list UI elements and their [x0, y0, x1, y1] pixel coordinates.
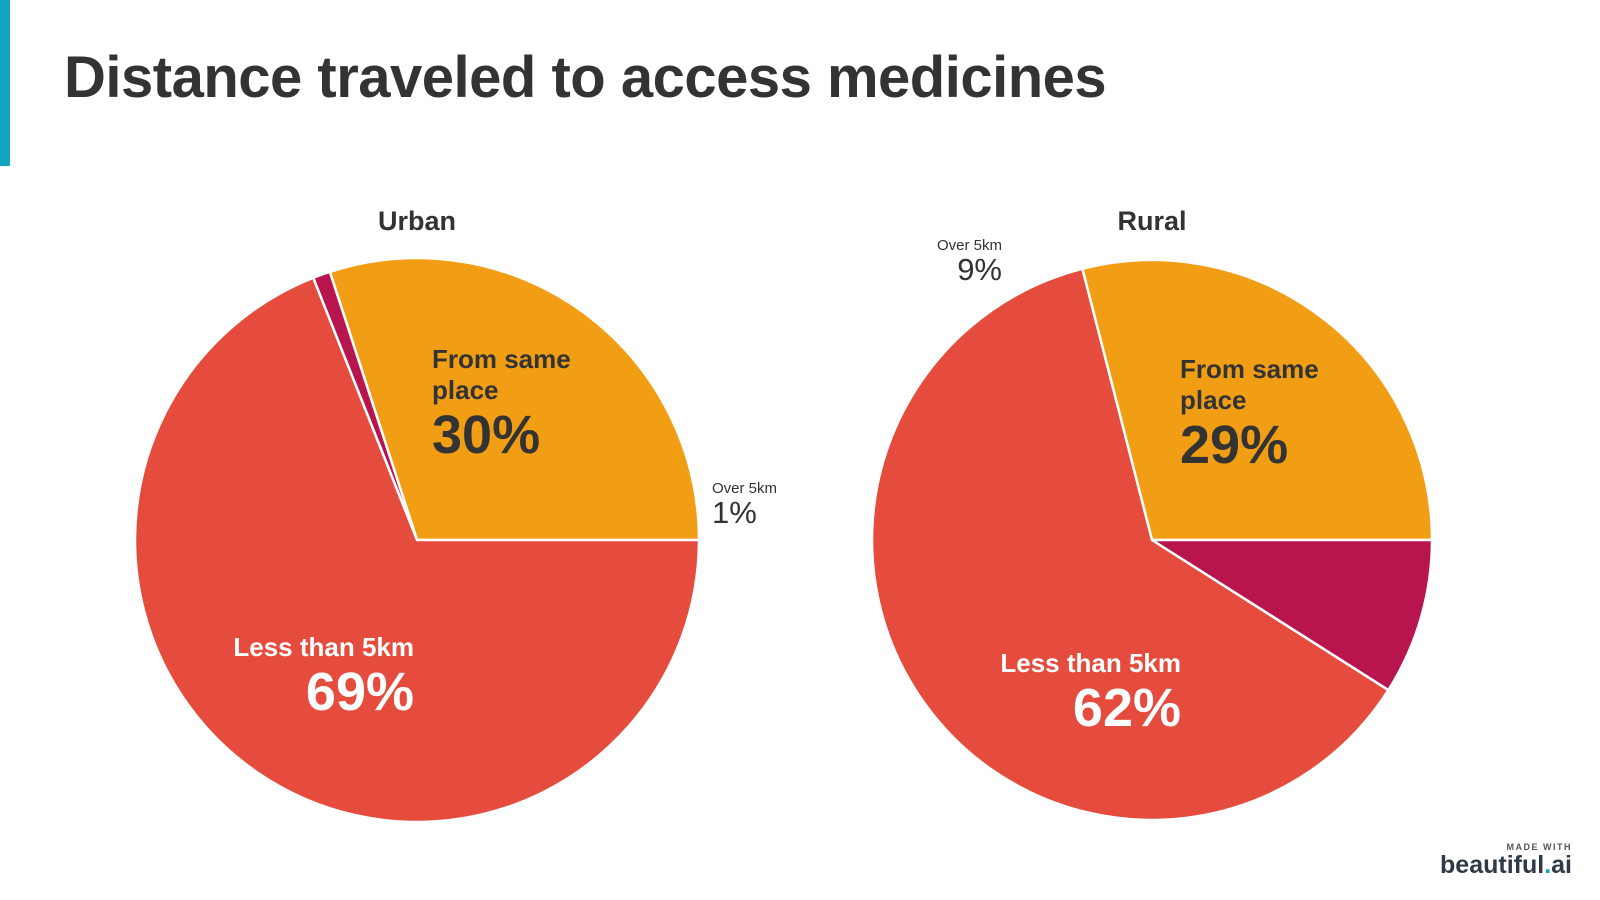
- slice-value-text: 1%: [712, 495, 757, 530]
- slice-label-text: Over 5km: [937, 237, 1002, 254]
- rural-slice-less-than-5km: [870, 267, 1390, 822]
- urban-slice-less-than-5km: [133, 276, 701, 824]
- slice-label-text: place: [432, 375, 499, 405]
- urban-chart-title: Urban: [378, 206, 456, 236]
- rural-slice-over-5km: [1150, 538, 1434, 692]
- brand-dot: .: [1544, 850, 1552, 879]
- slice-value-text: 30%: [432, 405, 540, 465]
- slice-value-text: 29%: [1180, 415, 1288, 475]
- slice-value-text: 62%: [1073, 678, 1181, 738]
- brand-suffix: ai: [1551, 850, 1572, 879]
- made-with-text: MADE WITH: [1506, 841, 1572, 852]
- slice-label-text: From same: [1180, 354, 1319, 384]
- branding-logo: MADE WITH beautiful.ai: [1440, 842, 1572, 878]
- slice-value-text: 69%: [306, 662, 414, 722]
- rural-chart-title: Rural: [1117, 206, 1186, 236]
- brand-name: beautiful.ai: [1440, 852, 1572, 878]
- slice-value-text: 9%: [957, 252, 1002, 287]
- page-title: Distance traveled to access medicines: [64, 45, 1107, 110]
- urban-slice-from-same-place: [328, 256, 701, 542]
- slice-label-text: place: [1180, 385, 1247, 415]
- brand-word: beautiful: [1440, 850, 1545, 879]
- accent-bar: [0, 0, 10, 166]
- slice-label-text: Less than 5km: [1000, 648, 1181, 678]
- slice-label-text: Over 5km: [712, 480, 777, 497]
- slice-label-text: From same: [432, 344, 571, 374]
- slice-label-text: Less than 5km: [233, 632, 414, 662]
- rural-slice-from-same-place: [1081, 258, 1434, 542]
